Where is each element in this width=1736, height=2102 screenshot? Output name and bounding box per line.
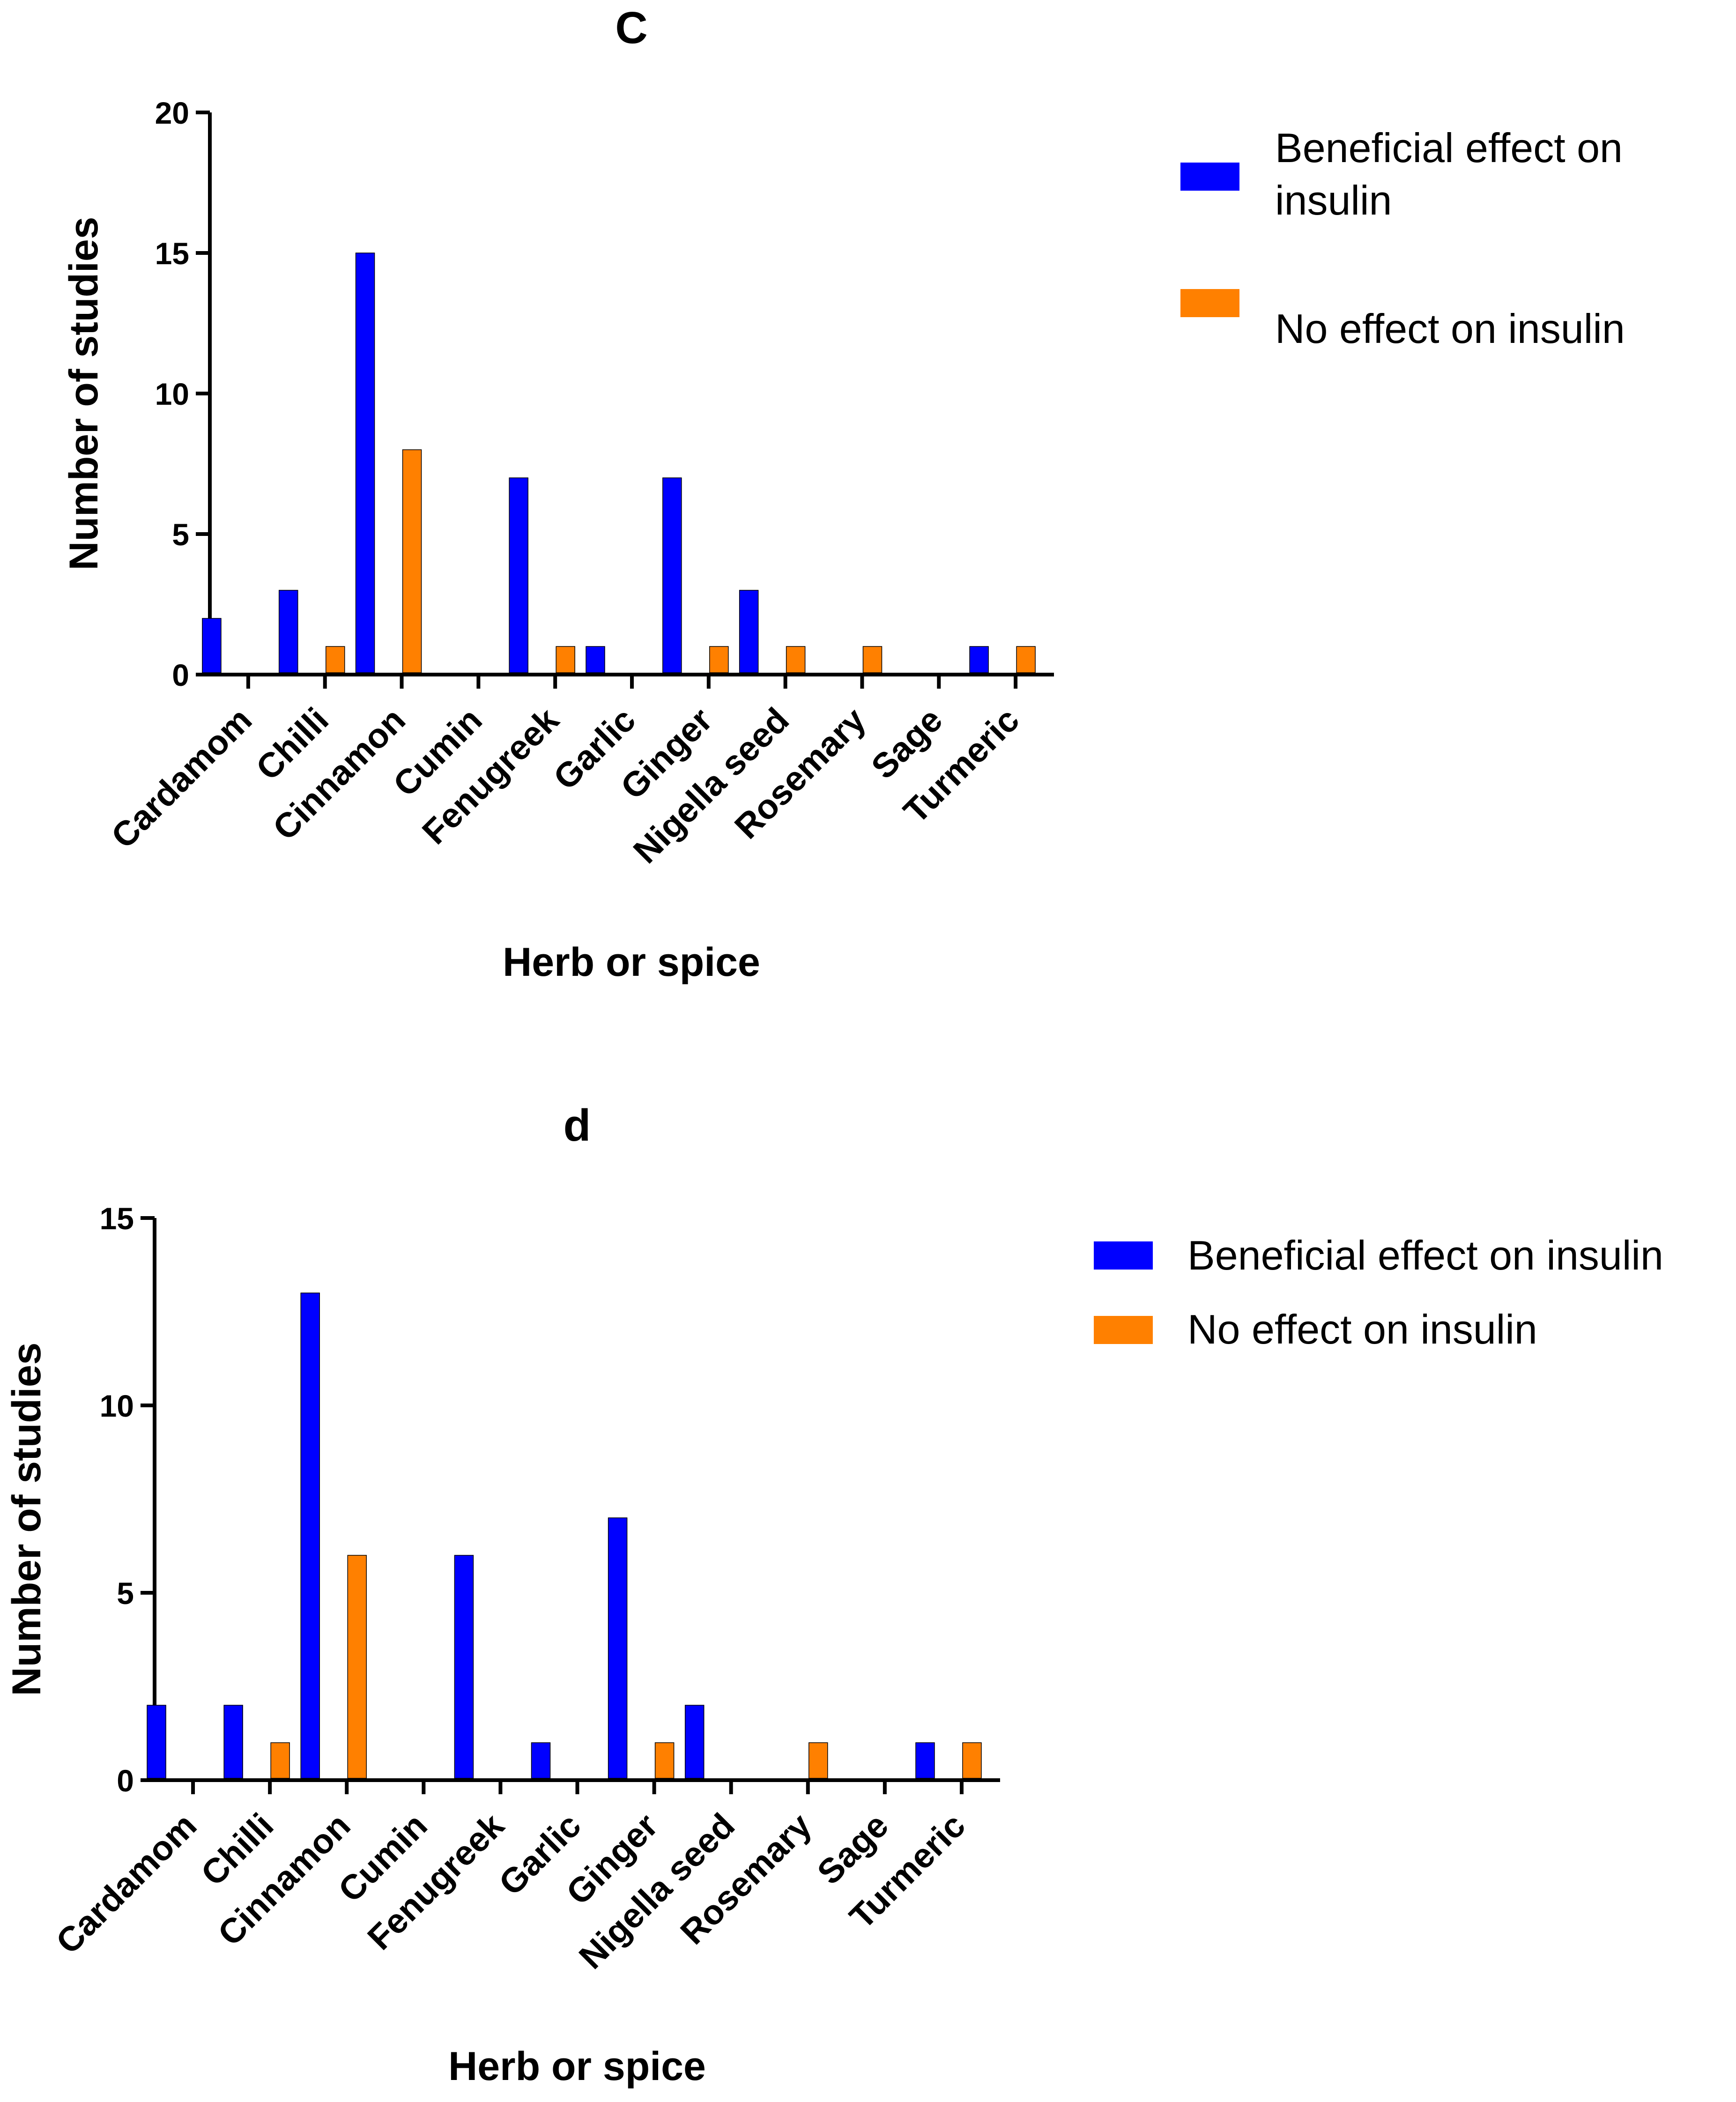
bar-beneficial-cardamom: Beneficial effect on insulin: 2 [147,1705,166,1779]
bar-no-effect-turmeric: No effect on insulin: 1 [962,1742,982,1779]
bar-beneficial-chilli: Beneficial effect on insulin: 3 [278,590,298,673]
bar-no-effect-fenugreek: No effect on insulin: 1 [556,646,575,673]
bar-beneficial-nigella-seed: Beneficial effect on insulin: 3 [739,590,759,673]
bar-no-effect-rosemary: No effect on insulin: 1 [862,646,883,673]
legend-label: No effect on insulin [1187,1306,1537,1352]
legend-label: Beneficial effect on insulin [1187,1232,1663,1278]
bar-beneficial-garlic: Beneficial effect on insulin: 1 [531,1742,551,1779]
bar-beneficial-fenugreek: Beneficial effect on insulin: 6 [454,1555,474,1779]
bar-beneficial-turmeric: Beneficial effect on insulin: 1 [915,1742,935,1779]
x-axis-label: Herb or spice [503,940,760,985]
legend-label: insulin [1275,177,1392,223]
y-tick-label: 5 [172,517,189,552]
bar-no-effect-turmeric: No effect on insulin: 1 [1016,646,1036,673]
y-tick-label: 15 [155,236,189,271]
y-tick-label: 10 [155,377,189,411]
y-tick-label: 15 [100,1201,134,1236]
legend-label: No effect on insulin [1275,305,1625,352]
x-tick-label: Cardamom [48,1806,204,1961]
bar-no-effect-chilli: No effect on insulin: 1 [325,646,345,673]
bar-no-effect-cinnamon: No effect on insulin: 6 [347,1555,367,1779]
bar-beneficial-nigella-seed: Beneficial effect on insulin: 2 [684,1705,705,1779]
y-tick-label: 10 [100,1389,134,1423]
bar-no-effect-chilli: No effect on insulin: 1 [270,1742,290,1779]
bar-beneficial-garlic: Beneficial effect on insulin: 1 [586,646,605,673]
bar-beneficial-turmeric: Beneficial effect on insulin: 1 [969,646,989,673]
legend-swatch [1180,163,1239,191]
y-tick-label: 0 [117,1763,134,1798]
bar-no-effect-cinnamon: No effect on insulin: 8 [402,449,422,673]
bar-beneficial-cinnamon: Beneficial effect on insulin: 15 [355,253,375,673]
bar-beneficial-cardamom: Beneficial effect on insulin: 2 [202,618,222,673]
y-tick-label: 20 [155,96,189,130]
bar-beneficial-cinnamon: Beneficial effect on insulin: 13 [300,1292,320,1779]
legend-swatch [1180,289,1239,317]
chart-panel-c: C Number of studies Herb or spice 0 5 10 15… [61,3,1625,985]
bar-beneficial-chilli: Beneficial effect on insulin: 2 [223,1705,243,1779]
y-tick-label: 5 [117,1576,134,1611]
bar-beneficial-ginger: Beneficial effect on insulin: 7 [608,1517,628,1779]
y-axis-label: Number of studies [61,217,106,571]
bar-no-effect-rosemary: No effect on insulin: 1 [809,1742,828,1779]
legend-label: Beneficial effect on [1275,125,1623,171]
bar-beneficial-ginger: Beneficial effect on insulin: 7 [662,477,682,673]
bar-no-effect-nigella-seed: No effect on insulin: 1 [786,646,806,673]
chart-title: C [615,3,647,53]
bar-no-effect-ginger: No effect on insulin: 1 [709,646,729,673]
y-axis-label: Number of studies [4,1343,49,1696]
legend-swatch [1094,1316,1153,1344]
bar-no-effect-ginger: No effect on insulin: 1 [654,1742,675,1779]
x-tick-label: Cardamom [104,700,259,856]
chart-title: d [564,1100,591,1151]
bar-beneficial-fenugreek: Beneficial effect on insulin: 7 [509,477,528,673]
y-tick-label: 0 [172,658,189,692]
chart-panel-d: d Number of studies Herb or spice 0 5 10 15… [4,1100,1663,2089]
x-axis-label: Herb or spice [448,2044,706,2089]
legend-swatch [1094,1241,1153,1270]
